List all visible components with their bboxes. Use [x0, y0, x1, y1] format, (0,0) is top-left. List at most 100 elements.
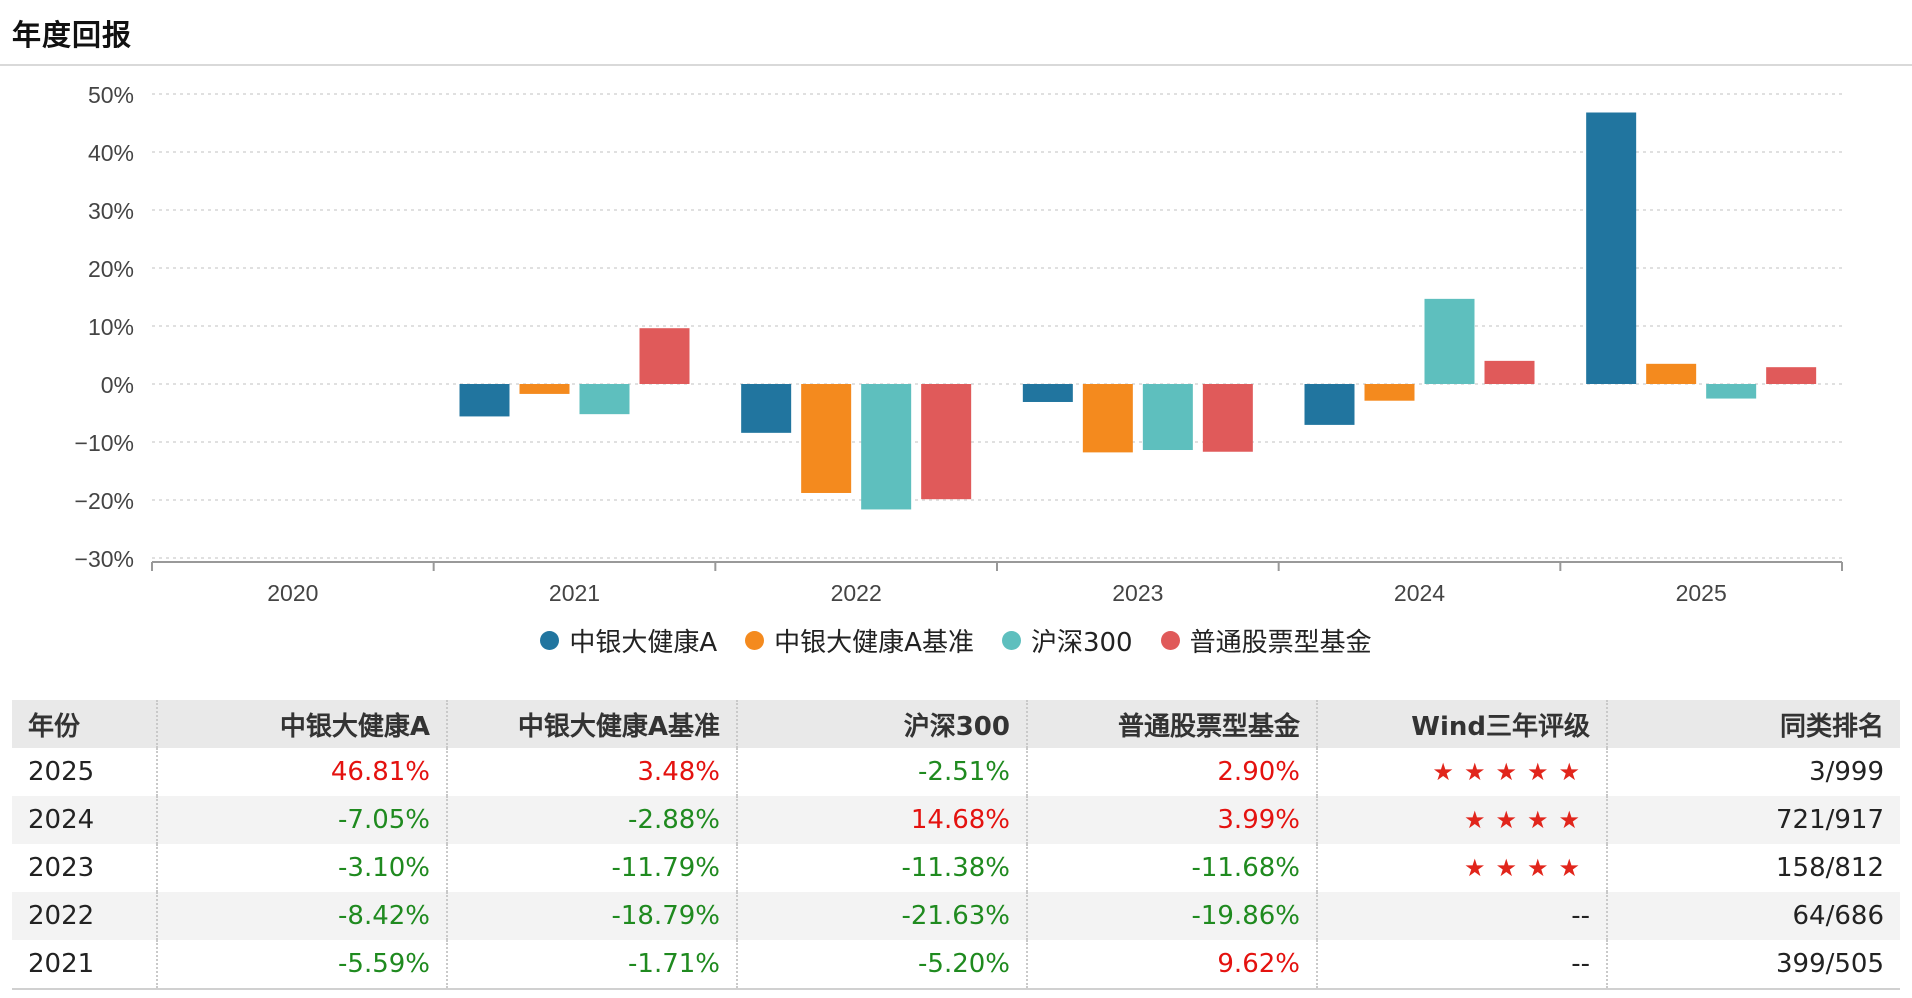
- bar: [1586, 112, 1637, 384]
- annual-return-chart: 50% 40% 30% 20% 10% 0% −10% −20% −30% 2020 2021 202…: [75, 82, 1843, 606]
- bar: [1142, 384, 1193, 451]
- header-peer-rank: 同类排名: [1606, 700, 1900, 748]
- table-row: 2021 -5.59% -1.71% -5.20% 9.62% -- 399/5…: [12, 940, 1900, 990]
- legend-item-fund-a[interactable]: 中银大健康A: [540, 622, 717, 659]
- bar: [579, 384, 630, 415]
- cell-hs300: -2.51%: [736, 748, 1027, 796]
- bar: [1484, 360, 1535, 384]
- cell-year: 2024: [12, 796, 157, 844]
- cell-benchmark: -1.71%: [446, 940, 737, 990]
- bar: [1646, 363, 1697, 384]
- y-tick-label: 20%: [88, 256, 134, 282]
- x-tick-label: 2020: [267, 580, 318, 606]
- cell-peer-fund: 2.90%: [1026, 748, 1317, 796]
- legend-label-fund-a: 中银大健康A: [569, 628, 718, 658]
- cell-peer-fund: -11.68%: [1026, 844, 1317, 892]
- cell-rating: --: [1316, 940, 1607, 990]
- bar: [1082, 384, 1133, 453]
- legend-marker-peer-fund: [1160, 631, 1180, 650]
- cell-rank: 721/917: [1606, 796, 1900, 844]
- cell-rank: 399/505: [1606, 940, 1900, 990]
- x-tick-label: 2021: [549, 580, 600, 606]
- x-tick-label: 2022: [831, 580, 882, 606]
- cell-benchmark: 3.48%: [446, 748, 737, 796]
- legend-marker-hs300: [1001, 631, 1021, 650]
- bar: [1364, 384, 1415, 401]
- table-header-row: 年份 中银大健康A 中银大健康A基准 沪深300 普通股票型基金 Wind三年评…: [12, 700, 1900, 748]
- cell-year: 2025: [28, 757, 95, 787]
- legend-label-hs300: 沪深300: [1030, 628, 1133, 658]
- rating-stars: ★★★★: [1316, 796, 1607, 844]
- cell-rank: 3/999: [1606, 748, 1900, 796]
- header-year: 年份: [12, 700, 157, 748]
- header-benchmark: 中银大健康A基准: [446, 700, 737, 748]
- cell-fund-a: -8.42%: [156, 892, 447, 940]
- y-tick-label: −20%: [75, 488, 134, 514]
- y-tick-label: 10%: [88, 314, 134, 340]
- legend-marker-benchmark: [745, 631, 765, 650]
- cell-year: 2021: [12, 940, 157, 990]
- legend-marker-fund-a: [540, 631, 560, 650]
- header-fund-a: 中银大健康A: [156, 700, 447, 748]
- bar: [1202, 384, 1253, 452]
- y-tick-label: 30%: [88, 198, 134, 224]
- cell-fund-a: -7.05%: [156, 796, 447, 844]
- bar: [639, 328, 690, 384]
- cell-fund-a: -5.59%: [156, 940, 447, 990]
- cell-rating: --: [1316, 892, 1607, 940]
- bar: [861, 384, 912, 510]
- header-peer-fund: 普通股票型基金: [1026, 700, 1317, 748]
- table-row: 2025 46.81% 3.48% -2.51% 2.90% ★★★★★ 3/9…: [12, 748, 1900, 796]
- rating-stars: ★★★★★: [1316, 748, 1607, 796]
- bar: [459, 384, 510, 417]
- legend-item-benchmark[interactable]: 中银大健康A基准: [745, 622, 974, 659]
- cell-benchmark: -11.79%: [446, 844, 737, 892]
- x-tick-label: 2023: [1112, 580, 1163, 606]
- cell-fund-a: -3.10%: [156, 844, 447, 892]
- table-row: 2023 -3.10% -11.79% -11.38% -11.68% ★★★★…: [12, 844, 1900, 892]
- bar: [921, 384, 972, 500]
- bar: [1424, 298, 1475, 384]
- y-tick-label: 50%: [88, 82, 134, 108]
- bar: [519, 384, 570, 394]
- cell-rank: 64/686: [1606, 892, 1900, 940]
- cell-peer-fund: 9.62%: [1026, 940, 1317, 990]
- bar: [1706, 384, 1757, 399]
- cell-fund-a: 46.81%: [156, 748, 447, 796]
- chart-legend: 中银大健康A 中银大健康A基准 沪深300 普通股票型基金: [0, 622, 1912, 659]
- y-tick-label: −10%: [75, 430, 134, 456]
- legend-item-peer-fund[interactable]: 普通股票型基金: [1160, 622, 1372, 659]
- cell-year: 2023: [28, 853, 95, 883]
- table-row: 2022 -8.42% -18.79% -21.63% -19.86% -- 6…: [12, 892, 1900, 940]
- cell-hs300: -5.20%: [736, 940, 1027, 990]
- x-tick-label: 2024: [1394, 580, 1445, 606]
- bar: [1304, 384, 1355, 425]
- header-hs300: 沪深300: [736, 700, 1027, 748]
- cell-benchmark: -2.88%: [446, 796, 737, 844]
- bar: [801, 384, 852, 493]
- cell-year: 2022: [12, 892, 157, 940]
- y-tick-label: 40%: [88, 140, 134, 166]
- legend-label-benchmark: 中银大健康A基准: [774, 628, 974, 658]
- header-wind-rating: Wind三年评级: [1316, 700, 1607, 748]
- cell-hs300: -11.38%: [736, 844, 1027, 892]
- cell-hs300: 14.68%: [736, 796, 1027, 844]
- cell-benchmark: -18.79%: [446, 892, 737, 940]
- bar: [741, 384, 792, 433]
- cell-hs300: -21.63%: [736, 892, 1027, 940]
- table-row: 2024 -7.05% -2.88% 14.68% 3.99% ★★★★ 721…: [12, 796, 1900, 844]
- section-title: 年度回报: [12, 18, 133, 52]
- bar: [1022, 384, 1073, 402]
- cell-rank: 158/812: [1606, 844, 1900, 892]
- cell-peer-fund: 3.99%: [1026, 796, 1317, 844]
- cell-peer-fund: -19.86%: [1026, 892, 1317, 940]
- legend-item-hs300[interactable]: 沪深300: [1001, 622, 1133, 659]
- legend-label-peer-fund: 普通股票型基金: [1189, 628, 1372, 658]
- x-tick-label: 2025: [1676, 580, 1727, 606]
- y-tick-label: 0%: [101, 372, 134, 398]
- bar: [1766, 367, 1817, 384]
- rating-stars: ★★★★: [1316, 844, 1607, 892]
- section-header: 年度回报: [0, 0, 1912, 66]
- y-tick-label: −30%: [75, 546, 134, 572]
- annual-return-table: 年份 中银大健康A 中银大健康A基准 沪深300 普通股票型基金 Wind三年评…: [12, 700, 1900, 990]
